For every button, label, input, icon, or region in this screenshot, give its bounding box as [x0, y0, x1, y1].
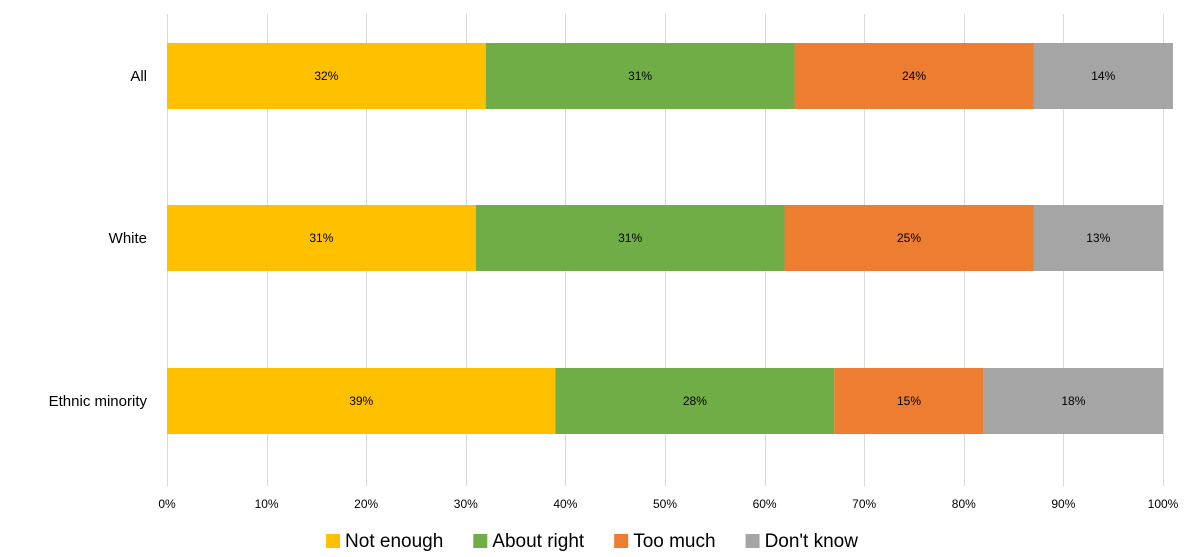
bar-white-about-right — [475, 205, 785, 271]
legend: Not enough About right Too much Don't know — [326, 531, 858, 552]
bar-all-don-t-know — [1033, 43, 1173, 109]
legend-swatch-about-right — [473, 534, 488, 548]
category-labels: All White Ethnic minority — [49, 68, 148, 410]
bar-segments: 32% 31% 24% 14% 31% 31% 25% 13% 39% 28% 15% 18% — [167, 43, 1173, 434]
bar-all-about-right — [485, 43, 795, 109]
x-tick-label: 70% — [852, 497, 876, 511]
legend-item-too-much: Too much — [614, 531, 716, 552]
data-label-ethnic-minority-not-enough: 39% — [349, 394, 373, 408]
legend-label-about-right: About right — [492, 531, 585, 552]
x-tick-label: 90% — [1051, 497, 1075, 511]
bar-white-too-much — [784, 205, 1034, 271]
data-label-white-don-t-know: 13% — [1086, 231, 1110, 245]
bar-all-too-much — [794, 43, 1034, 109]
bar-all-not-enough — [167, 43, 486, 109]
data-label-ethnic-minority-about-right: 28% — [683, 394, 707, 408]
x-tick-label: 80% — [952, 497, 976, 511]
data-label-ethnic-minority-too-much: 15% — [897, 394, 921, 408]
data-label-all-about-right: 31% — [628, 69, 652, 83]
x-tick-label: 50% — [653, 497, 677, 511]
legend-swatch-too-much — [614, 534, 629, 548]
x-axis-tick-labels: 0% 10% 20% 30% 40% 50% 60% 70% 80% 90% 100% — [158, 497, 1178, 511]
legend-item-about-right: About right — [473, 531, 585, 552]
data-label-ethnic-minority-don-t-know: 18% — [1061, 394, 1085, 408]
bar-white-don-t-know — [1033, 205, 1163, 271]
category-label-all: All — [130, 68, 147, 85]
x-tick-label: 20% — [354, 497, 378, 511]
legend-item-not-enough: Not enough — [326, 531, 443, 552]
data-label-all-don-t-know: 14% — [1091, 69, 1115, 83]
x-tick-label: 30% — [454, 497, 478, 511]
data-label-white-not-enough: 31% — [309, 231, 333, 245]
x-tick-label: 60% — [753, 497, 777, 511]
legend-label-too-much: Too much — [633, 531, 715, 552]
data-label-white-about-right: 31% — [618, 231, 642, 245]
bar-white-not-enough — [167, 205, 476, 271]
legend-item-don-t-know: Don't know — [745, 531, 859, 552]
data-label-white-too-much: 25% — [897, 231, 921, 245]
x-tick-label: 100% — [1148, 497, 1179, 511]
data-label-all-too-much: 24% — [902, 69, 926, 83]
legend-swatch-not-enough — [326, 534, 341, 548]
bar-ethnic-minority-don-t-know — [983, 368, 1163, 434]
bar-ethnic-minority-not-enough — [167, 368, 556, 434]
category-label-ethnic-minority: Ethnic minority — [49, 393, 148, 410]
bar-ethnic-minority-too-much — [834, 368, 984, 434]
x-tick-label: 0% — [158, 497, 176, 511]
x-tick-label: 40% — [553, 497, 577, 511]
legend-label-don-t-know: Don't know — [765, 531, 859, 552]
legend-swatch-don-t-know — [745, 534, 760, 548]
bar-ethnic-minority-about-right — [555, 368, 835, 434]
data-label-all-not-enough: 32% — [314, 69, 338, 83]
x-tick-label: 10% — [255, 497, 279, 511]
legend-label-not-enough: Not enough — [345, 531, 443, 552]
category-label-white: White — [109, 230, 147, 247]
